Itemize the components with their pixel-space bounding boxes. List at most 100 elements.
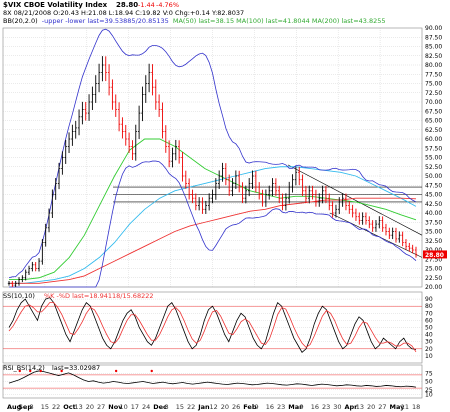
price-tick-label: 80.00: [425, 62, 442, 69]
last-price: 28.80: [116, 1, 138, 9]
ss-frame: [2, 291, 423, 364]
rsi-tick-label: 75: [425, 370, 433, 377]
ma-line-50: [9, 138, 417, 281]
x-tick-label: 15: [176, 403, 184, 411]
price-tick-label: 32.50: [425, 238, 442, 245]
x-tick-label: 24: [142, 403, 150, 411]
x-tick-label: 13: [356, 403, 364, 411]
rsi-tick-label: 10: [425, 392, 433, 399]
ss-tick-label: 80: [425, 303, 433, 310]
x-tick-label: 18: [412, 403, 420, 411]
ma-line-100: [9, 166, 417, 284]
x-tick-label: Dec: [153, 403, 167, 411]
price-frame: [2, 27, 423, 288]
price-tick-label: 60.00: [425, 136, 442, 143]
ss-tick-label: 20: [425, 346, 433, 353]
x-tick-label: Feb: [243, 403, 257, 411]
price-tick-label: 82.50: [425, 53, 442, 60]
x-tick-label: Jan: [197, 403, 210, 411]
indicator-legend-bb: BB(20,2.0) -upper -lower last=39.53885/2…: [3, 17, 386, 25]
x-tick-label: 9: [300, 403, 304, 411]
rsi-tick-label: 25: [425, 387, 433, 394]
x-tick-label: 30: [333, 403, 341, 411]
x-tick-label: 27: [97, 403, 105, 411]
x-tick-label: 8: [30, 403, 34, 411]
x-tick-label: 20: [367, 403, 375, 411]
ss-tick-label: 90: [425, 296, 433, 303]
price-tick-label: 35.00: [425, 229, 442, 236]
x-tick-label: 26: [232, 403, 240, 411]
price-tick-label: 20.00: [425, 284, 442, 291]
x-tick-label: 10: [120, 403, 128, 411]
price-tick-label: 57.50: [425, 145, 442, 152]
ss-d-line: [8, 302, 417, 353]
price-tick-label: 47.50: [425, 182, 442, 189]
x-tick-label: 23: [322, 403, 330, 411]
x-tick-label: 9: [255, 403, 259, 411]
price-tick-label: 90.00: [425, 25, 442, 32]
price-tick-label: 55.00: [425, 155, 442, 162]
x-tick-label: 27: [378, 403, 386, 411]
chart-title: $VIX CBOE Volatility Index: [3, 1, 108, 9]
x-tick-label: 17: [131, 403, 139, 411]
last-price-marker-label: 28.80: [425, 252, 444, 259]
ss-k-line: [8, 297, 417, 353]
price-tick-label: 22.50: [425, 275, 442, 282]
rsi-marker: [39, 369, 42, 373]
rsi-line: [8, 370, 417, 388]
rsi-marker: [18, 369, 21, 373]
x-tick-label: 8: [165, 403, 169, 411]
x-tick-label: 12: [210, 403, 218, 411]
price-tick-label: 27.50: [425, 256, 442, 263]
rsi-marker: [60, 369, 63, 373]
ss-legend: %K -%D last=18.94118/15.68222: [44, 292, 154, 300]
price-tick-label: 42.50: [425, 201, 442, 208]
rsi-legend: last=33.02987: [52, 364, 100, 372]
bb-prefix: BB(20,2.0): [3, 17, 38, 25]
x-tick-label: Sep: [18, 403, 32, 411]
ma-line-200: [9, 197, 417, 284]
price-tick-label: 45.00: [425, 192, 442, 199]
price-tick-label: 67.50: [425, 108, 442, 115]
x-tick-label: 22: [52, 403, 60, 411]
price-panel: 20.0022.5025.0027.5030.0032.5035.0037.50…: [2, 25, 447, 291]
price-tick-label: 25.00: [425, 266, 442, 273]
rsi-marker: [150, 369, 153, 373]
x-tick-label: 23: [277, 403, 285, 411]
x-tick-label: 20: [86, 403, 94, 411]
trend-channel-lower: [329, 212, 423, 258]
ss-tick-label: 30: [425, 339, 433, 346]
last-price-marker: [423, 250, 447, 259]
ss-title: SS(10,10): [3, 292, 35, 300]
x-tick-label: 16: [266, 403, 274, 411]
ss-tick-label: 50: [425, 325, 433, 332]
x-tick-label: Nov: [108, 403, 123, 411]
x-tick-label: Apr: [345, 403, 359, 411]
rsi-tick-label: 50: [425, 379, 433, 386]
price-tick-label: 50.00: [425, 173, 442, 180]
x-tick-label: 15: [41, 403, 49, 411]
x-tick-label: Mar: [288, 403, 303, 411]
price-tick-label: 87.50: [425, 34, 442, 41]
bb-rest: -upper -lower last=39.53885/20.85135: [42, 17, 169, 25]
rsi-title: RSI_BS(14,2): [3, 364, 45, 372]
x-tick-label: 22: [187, 403, 195, 411]
x-tick-label: 13: [75, 403, 83, 411]
price-change: -1.44: [138, 1, 155, 9]
price-tick-label: 52.50: [425, 164, 442, 171]
price-tick-label: 72.50: [425, 90, 442, 97]
price-tick-label: 37.50: [425, 219, 442, 226]
price-tick-label: 77.50: [425, 71, 442, 78]
rsi-marker: [29, 369, 32, 373]
ss-tick-label: 70: [425, 310, 433, 317]
x-tick-label: Aug: [7, 403, 22, 411]
x-tick-label: Oct: [63, 403, 76, 411]
x-tick-label: May: [390, 403, 406, 411]
ma-legend: MA(50) last=38.15 MA(100) last=41.8044 M…: [173, 17, 386, 25]
price-tick-label: 62.50: [425, 127, 442, 134]
rsi-marker: [114, 369, 118, 373]
bollinger-upper: [8, 28, 417, 279]
